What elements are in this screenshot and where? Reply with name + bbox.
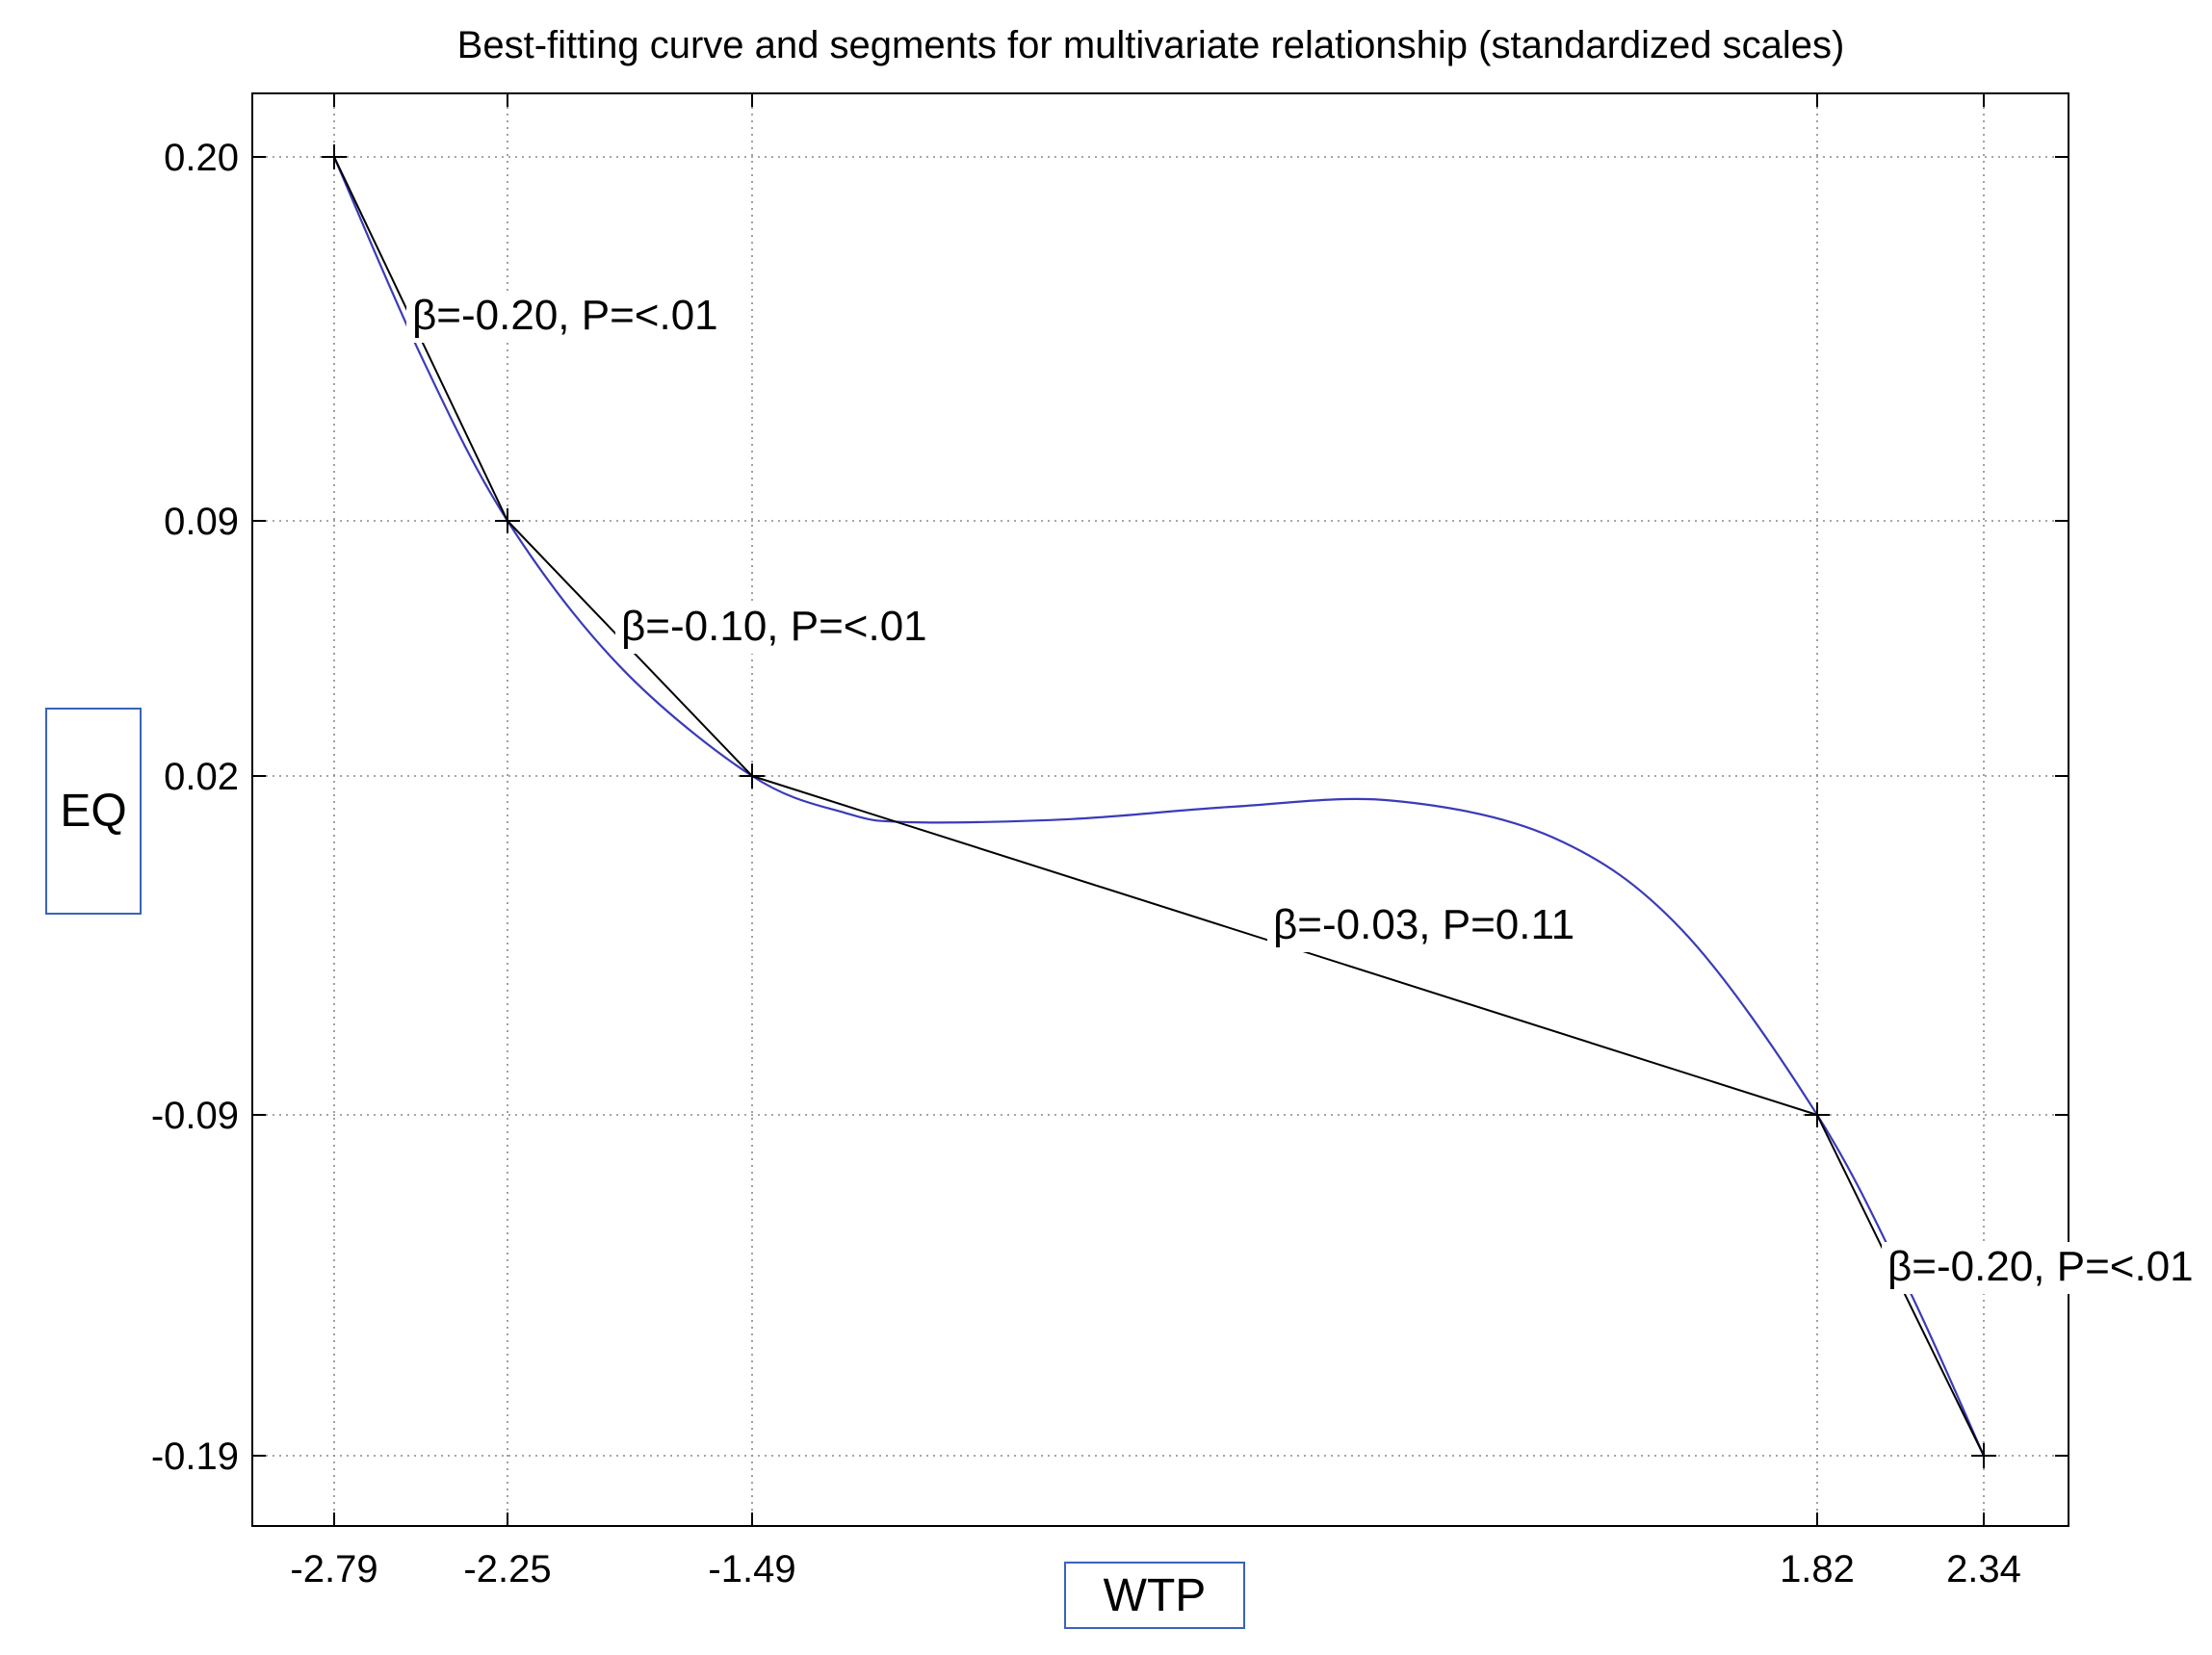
x-tick-label: -2.25 bbox=[463, 1548, 551, 1590]
y-tick-label: 0.09 bbox=[164, 501, 239, 543]
breakpoint-markers bbox=[322, 144, 1996, 1468]
y-axis-label: EQ bbox=[60, 786, 127, 837]
y-tick-label: 0.02 bbox=[164, 756, 239, 798]
y-tick-label: 0.20 bbox=[164, 137, 239, 179]
x-tick-label: 1.82 bbox=[1780, 1548, 1855, 1590]
annotations: β=-0.20, P=<.01 β=-0.10, P=<.01 β=-0.03, P… bbox=[406, 291, 2198, 1294]
y-tick-label: -0.09 bbox=[151, 1095, 239, 1137]
segment-annotation: β=-0.20, P=<.01 bbox=[1887, 1243, 2194, 1290]
y-tick-label: -0.19 bbox=[151, 1435, 239, 1478]
x-tick-label: -1.49 bbox=[708, 1548, 795, 1590]
annotation-background bbox=[1882, 1242, 2198, 1294]
y-axis-tick-labels: 0.20 0.09 0.02 -0.09 -0.19 bbox=[151, 137, 239, 1478]
x-axis-label-box: WTP bbox=[1064, 1562, 1245, 1629]
segment-annotation: β=-0.20, P=<.01 bbox=[412, 292, 718, 339]
segment-annotation: β=-0.10, P=<.01 bbox=[621, 603, 927, 650]
x-tick-label: -2.79 bbox=[290, 1548, 377, 1590]
annotation-background bbox=[615, 602, 931, 654]
chart-title: Best-fitting curve and segments for mult… bbox=[457, 24, 1845, 66]
annotation-background bbox=[1267, 900, 1579, 952]
y-axis-label-box: EQ bbox=[45, 708, 142, 915]
x-axis-tick-labels: -2.79 -2.25 -1.49 1.82 2.34 bbox=[290, 1548, 2021, 1590]
segment-annotation: β=-0.03, P=0.11 bbox=[1273, 901, 1574, 948]
axis-ticks bbox=[252, 93, 2069, 1526]
x-tick-label: 2.34 bbox=[1946, 1548, 2021, 1590]
annotation-background bbox=[406, 291, 722, 343]
best-fitting-curve bbox=[332, 156, 1986, 1457]
x-axis-label: WTP bbox=[1103, 1569, 1207, 1621]
